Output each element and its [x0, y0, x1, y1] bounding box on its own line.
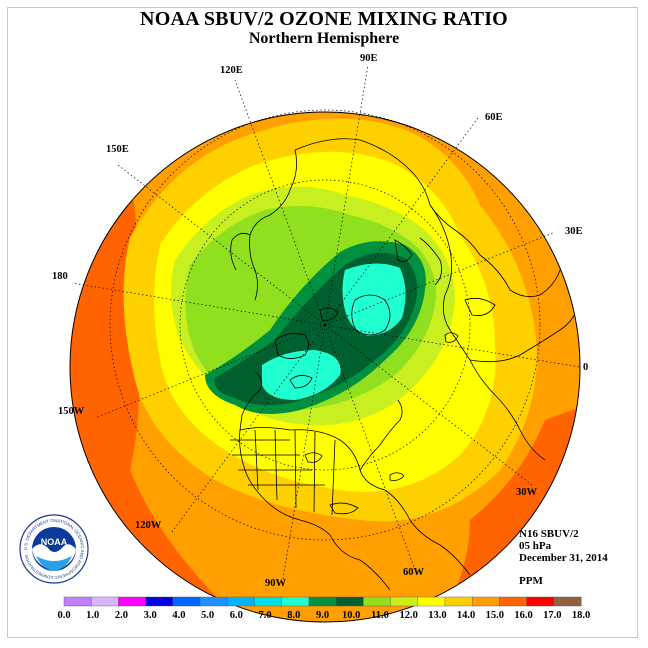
colorbar-tick-label: 12.0: [399, 610, 417, 621]
colorbar-tick-label: 2.0: [115, 610, 128, 621]
lon-label-90e: 90E: [360, 53, 378, 64]
colorbar-tick-label: 1.0: [86, 610, 99, 621]
lon-label-30e: 30E: [565, 226, 583, 237]
longitude-labels: 0 30E 60E 90E 120E 150E 180 150W 120W 90…: [52, 53, 588, 589]
colorbar-swatch: [227, 596, 255, 607]
colorbar-swatch: [363, 596, 392, 607]
colorbar-swatch: [281, 596, 310, 607]
lon-label-90w: 90W: [265, 578, 287, 589]
colorbar-swatch: [553, 596, 582, 607]
colorbar-tick-label: 7.0: [258, 610, 271, 621]
figure-frame: [7, 7, 638, 638]
colorbar-tick-label: 14.0: [457, 610, 475, 621]
colorbar-tick-label: 3.0: [144, 610, 157, 621]
lon-label-60e: 60E: [485, 112, 503, 123]
colorbar-swatch: [471, 596, 500, 607]
colorbar-tick-label: 4.0: [172, 610, 185, 621]
colorbar-swatch: [63, 596, 92, 607]
field-orange-red-north: [415, 95, 470, 102]
map-title: NOAA SBUV/2 OZONE MIXING RATIO: [140, 8, 508, 30]
colorbar-tick-label: 10.0: [342, 610, 360, 621]
colorbar-tick-label: 6.0: [230, 610, 243, 621]
logo-water: [36, 556, 72, 571]
colorbar-swatch: [390, 596, 419, 607]
graticule: [71, 64, 581, 586]
colorbar-tick-label: 13.0: [428, 610, 446, 621]
colorbar-swatch: [526, 596, 555, 607]
date-label: December 31, 2014: [519, 552, 608, 564]
colorbar: 0.0 1.0 2.0 3.0 4.0 5.0 6.0 7.0 8.0 9.0 10.0 11.0 12…: [57, 596, 590, 621]
colorbar-tick-label: 11.0: [371, 610, 389, 621]
colorbar-tick-label: 5.0: [201, 610, 214, 621]
lon-label-60w: 60W: [403, 567, 425, 578]
logo-text: NOAA: [41, 537, 68, 547]
lon-label-120e: 120E: [220, 65, 243, 76]
field-cyan-south: [262, 350, 341, 400]
lon-label-30w: 30W: [516, 487, 538, 498]
colorbar-tick-label: 15.0: [486, 610, 504, 621]
lon-label-180: 180: [52, 271, 68, 282]
lon-label-120w: 120W: [135, 520, 162, 531]
lon-label-150e: 150E: [106, 144, 129, 155]
instrument-label: N16 SBUV/2: [519, 528, 579, 540]
colorbar-swatch: [308, 596, 337, 607]
colorbar-swatch: [91, 596, 119, 607]
colorbar-swatch: [118, 596, 147, 607]
colorbar-tick-label: 18.0: [572, 610, 590, 621]
colorbar-swatch: [444, 596, 473, 607]
colorbar-tick-label: 0.0: [57, 610, 70, 621]
globe-outline: [69, 111, 581, 623]
colorbar-swatch: [172, 596, 201, 607]
colorbar-swatch: [199, 596, 228, 607]
logo-ring-text: NATIONAL OCEANIC AND ATMOSPHERIC ADMINIS…: [0, 0, 85, 580]
pressure-label: 05 hPa: [519, 540, 552, 552]
colorbar-tick-label: 16.0: [514, 610, 532, 621]
colorbar-swatch: [254, 596, 283, 607]
lon-label-0: 0: [583, 362, 588, 373]
coastlines: [230, 138, 579, 591]
colorbar-tick-label: 8.0: [287, 610, 300, 621]
colorbar-tick-label: 17.0: [543, 610, 561, 621]
colorbar-swatch: [499, 596, 528, 607]
colorbar-swatch: [335, 596, 364, 607]
lon-label-150w: 150W: [58, 406, 85, 417]
colorbar-tick-label: 9.0: [316, 610, 329, 621]
colorbar-swatch: [417, 596, 446, 607]
colorbar-swatch: [145, 596, 174, 607]
map-subtitle: Northern Hemisphere: [248, 30, 400, 47]
noaa-logo: NATIONAL OCEANIC AND ATMOSPHERIC ADMINIS…: [0, 0, 89, 584]
units-label: PPM: [519, 575, 543, 587]
